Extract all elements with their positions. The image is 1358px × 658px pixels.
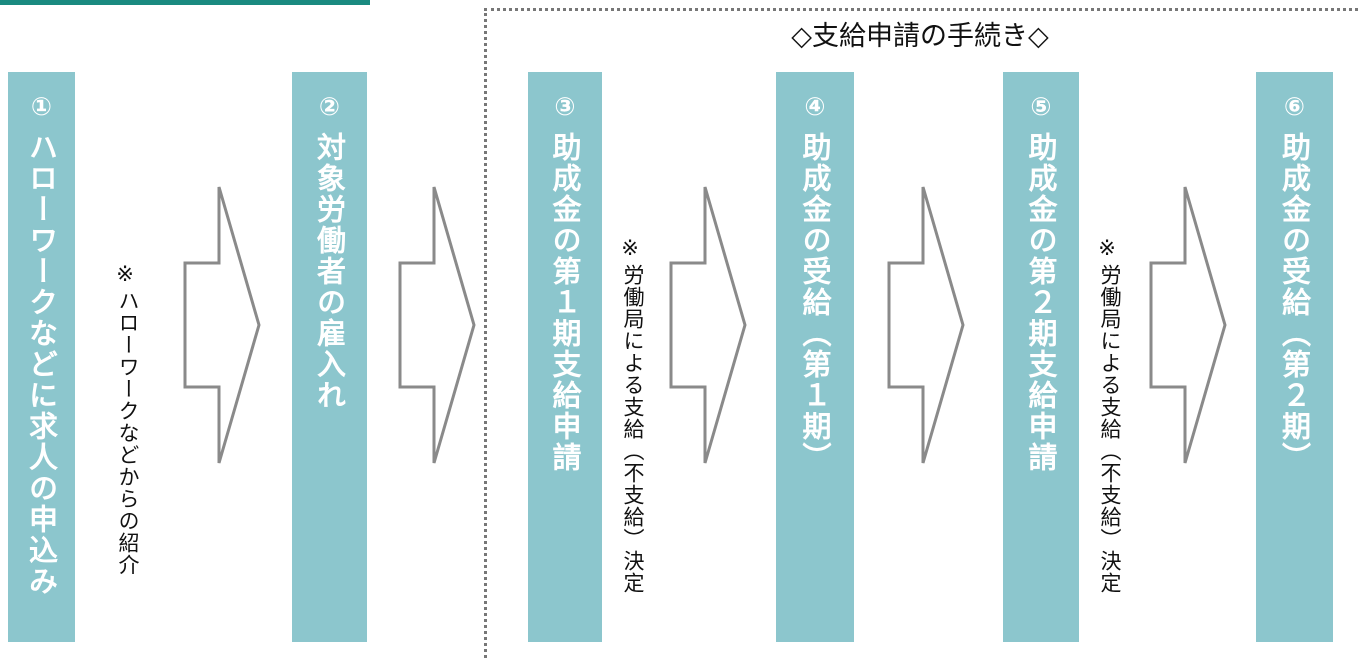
step-2-number: ② [318, 92, 341, 121]
note-decision-2-mark: ※ [1095, 236, 1119, 261]
arrow-icon [183, 186, 261, 464]
step-5-number: ⑤ [1030, 92, 1052, 121]
arrow-icon [398, 186, 476, 464]
note-referral: ハローワークなどからの紹介 [116, 290, 140, 576]
note-referral-mark: ※ [113, 262, 137, 287]
step-1-number: ① [30, 92, 53, 121]
application-procedure-frame [484, 8, 1358, 658]
arrow-icon [887, 186, 965, 464]
step-4-box: ④ 助成金の受給（第１期） [776, 72, 854, 642]
note-decision-2: 労働局による支給（不支給）決定 [1098, 264, 1122, 594]
step-6-number: ⑥ [1283, 92, 1306, 121]
step-2-label: 対象労働者の雇入れ [312, 132, 347, 411]
step-6-label: 助成金の受給（第２期） [1277, 132, 1312, 473]
note-decision-1-mark: ※ [618, 236, 642, 261]
step-5-box: ⑤ 助成金の第２期支給申請 [1003, 72, 1079, 642]
frame-title: ◇支給申請の手続き◇ [791, 21, 1049, 52]
step-5-label: 助成金の第２期支給申請 [1024, 132, 1058, 473]
step-6-box: ⑥ 助成金の受給（第２期） [1256, 72, 1333, 642]
step-1-label: ハローワークなどに求人の申込み [24, 132, 59, 597]
header-accent-bar [0, 0, 370, 5]
step-4-number: ④ [804, 92, 826, 121]
step-2-box: ② 対象労働者の雇入れ [292, 72, 367, 642]
arrow-icon [669, 186, 747, 464]
step-1-box: ① ハローワークなどに求人の申込み [8, 72, 75, 642]
note-decision-1: 労働局による支給（不支給）決定 [621, 264, 645, 594]
step-3-label: 助成金の第１期支給申請 [548, 132, 582, 473]
step-3-number: ③ [554, 92, 576, 121]
arrow-icon [1149, 186, 1227, 464]
step-4-label: 助成金の受給（第１期） [798, 132, 832, 473]
step-3-box: ③ 助成金の第１期支給申請 [528, 72, 602, 642]
